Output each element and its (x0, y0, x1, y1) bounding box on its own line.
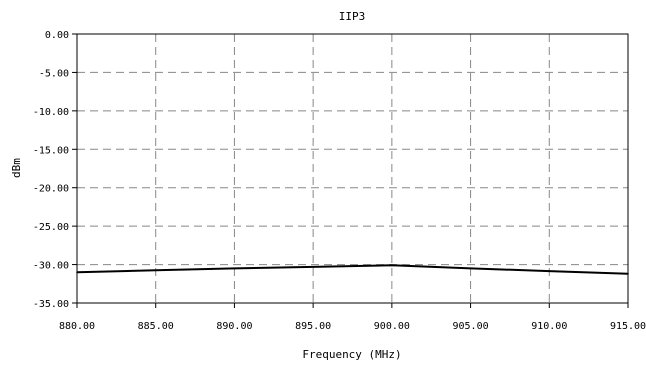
x-axis-label: Frequency (MHz) (302, 348, 401, 361)
y-axis: 0.00 -5.00 -10.00 -15.00 -20.00 -25.00 -30.00 -… (33, 30, 77, 310)
data-point (76, 271, 78, 274)
x-tick-label: 895.00 (295, 321, 331, 332)
y-tick-label: -15.00 (33, 145, 69, 156)
data-point (548, 270, 551, 272)
x-tick-label: 880.00 (59, 321, 95, 332)
data-point (627, 272, 629, 275)
x-tick-label: 885.00 (138, 321, 174, 332)
chart-title: IIP3 (339, 10, 366, 23)
data-point (154, 269, 157, 272)
y-axis-label: dBm (10, 158, 23, 178)
x-tick-label: 915.00 (610, 321, 646, 332)
y-tick-label: -5.00 (39, 68, 69, 79)
y-tick-label: -20.00 (33, 184, 69, 195)
x-tick-label: 900.00 (374, 321, 410, 332)
data-point (233, 267, 236, 270)
data-point (469, 267, 472, 270)
x-tick-label: 890.00 (216, 321, 252, 332)
x-axis: 880.00 885.00 890.00 895.00 900.00 905.00 910.… (59, 303, 646, 332)
plot-frame (76, 33, 629, 304)
x-tick-label: 905.00 (453, 321, 489, 332)
series-group (76, 264, 629, 275)
y-tick-label: -35.00 (33, 299, 69, 310)
data-point (312, 266, 314, 268)
y-tick-label: -30.00 (33, 261, 69, 272)
x-tick-label: 910.00 (531, 321, 567, 332)
grid (77, 34, 628, 303)
series-line (76, 264, 629, 275)
data-point (391, 264, 393, 267)
y-tick-label: -10.00 (33, 107, 69, 118)
y-tick-label: -25.00 (33, 222, 69, 233)
y-tick-label: 0.00 (45, 30, 69, 41)
